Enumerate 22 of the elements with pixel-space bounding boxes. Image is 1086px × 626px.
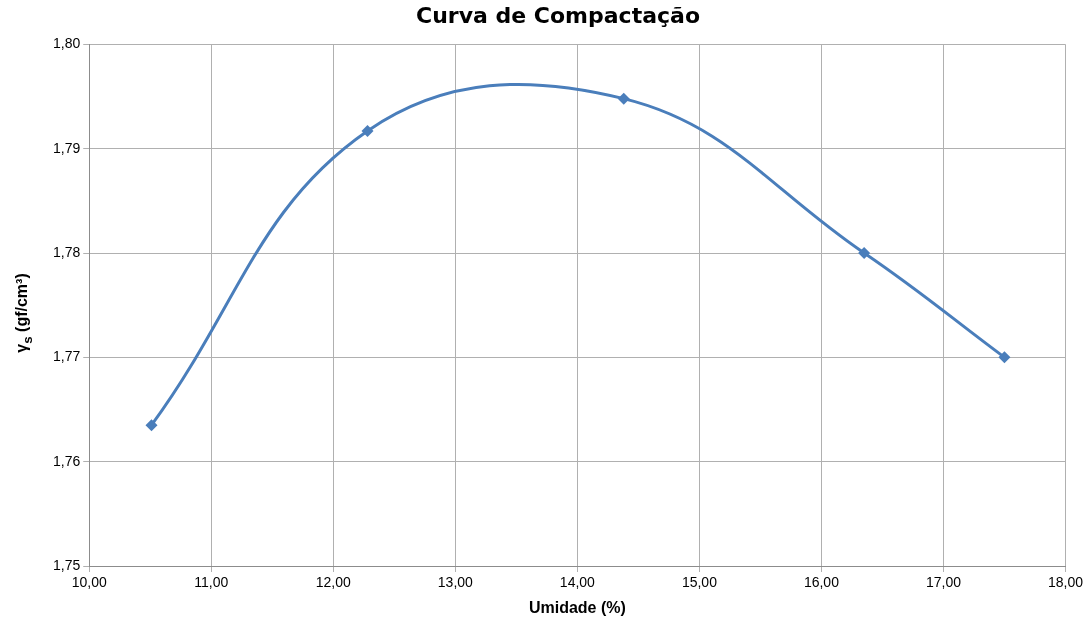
x-tick-label: 17,00 — [925, 574, 962, 591]
point — [145, 419, 158, 432]
x-tick-label: 12,00 — [315, 574, 352, 591]
x-axis-title: Umidade (%) — [528, 598, 626, 616]
y-tick-label: 1,80 — [53, 35, 81, 52]
x-tick-label: 18,00 — [1047, 574, 1084, 591]
x-tick-label: 10,00 — [71, 574, 107, 591]
y-tick-label: 1,79 — [53, 139, 81, 156]
point — [998, 351, 1011, 364]
x-tick-label: 13,00 — [437, 574, 474, 591]
x-tick-label: 14,00 — [559, 574, 596, 591]
y-tick-label: 1,77 — [53, 348, 81, 365]
chart-title: Curva de Compactação — [415, 2, 701, 28]
x-tick-label: 11,00 — [194, 574, 229, 591]
point — [361, 124, 374, 137]
y-tick-label: 1,76 — [53, 452, 81, 469]
y-tick-label: 1,78 — [53, 243, 81, 260]
x-tick-label: 16,00 — [803, 574, 840, 591]
point — [617, 92, 630, 105]
y-tick-label: 1,75 — [53, 556, 81, 573]
x-tick-label: 15,00 — [681, 574, 718, 591]
point — [858, 247, 871, 260]
